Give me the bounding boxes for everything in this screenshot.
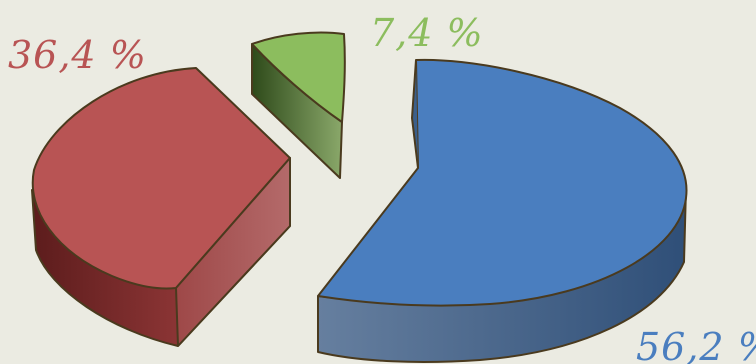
slice-green-top	[251, 31, 346, 123]
slice-red	[31, 67, 291, 347]
slice-red-top	[31, 67, 291, 290]
label-red: 36,4 %	[8, 33, 147, 77]
label-blue: 56,2 %	[636, 325, 756, 364]
label-green: 7,4 %	[370, 11, 484, 55]
slice-blue-top	[317, 58, 688, 307]
slice-blue	[317, 58, 688, 363]
slice-green	[251, 31, 346, 179]
slice-blue-edge	[411, 59, 419, 169]
slice-red-cut	[175, 157, 291, 347]
